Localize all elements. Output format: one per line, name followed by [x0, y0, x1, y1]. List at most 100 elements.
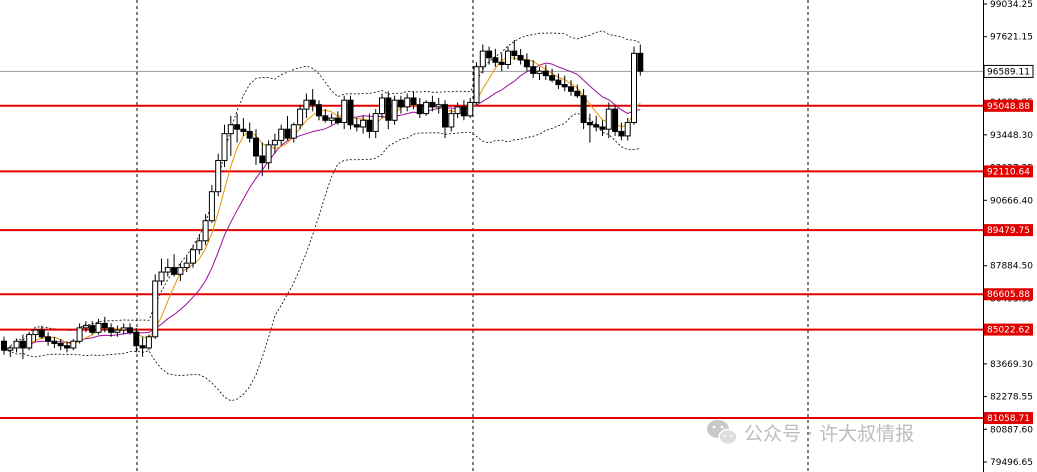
candle: [265, 140, 272, 170]
candle: [215, 153, 222, 197]
price-tick-label: 99034.25: [990, 0, 1033, 10]
candle-body-down: [322, 115, 329, 121]
candle-body-up: [70, 340, 77, 349]
candle: [108, 323, 115, 337]
candle: [32, 329, 39, 342]
candle: [284, 115, 291, 141]
candle-body-down: [133, 331, 140, 347]
candle: [183, 256, 190, 273]
candle: [246, 122, 253, 143]
candle-body-up: [624, 122, 631, 137]
candle-body-down: [366, 119, 373, 132]
candle-body-up: [467, 101, 474, 117]
candle-body-down: [555, 79, 562, 86]
candle: [505, 46, 511, 69]
candle: [322, 109, 329, 123]
candle-body-up: [215, 159, 222, 193]
candle: [366, 113, 373, 139]
price-tick-label: 97621.15: [990, 33, 1033, 43]
candle: [190, 245, 196, 268]
candle-body-down: [347, 99, 354, 126]
current-price-label: 96589.11: [987, 67, 1030, 77]
candle-body-up: [190, 249, 196, 264]
candle: [202, 214, 209, 246]
candle-body-down: [580, 95, 587, 124]
candle-body-up: [271, 139, 278, 146]
candle-body-down: [561, 84, 568, 88]
candle: [64, 341, 70, 353]
candle: [303, 93, 310, 119]
candle-body-down: [460, 106, 467, 117]
candle-body-down: [397, 99, 404, 108]
candle: [152, 274, 159, 340]
candle: [347, 95, 354, 130]
candle-body-down: [259, 155, 266, 164]
level-badge-label: 85022.62: [987, 326, 1030, 336]
candle: [89, 321, 96, 335]
level-badge-label: 89479.75: [987, 226, 1030, 236]
candle: [448, 109, 455, 132]
candle-body-up: [278, 128, 285, 141]
candle: [410, 91, 417, 110]
candle: [360, 115, 367, 134]
candle: [523, 53, 530, 72]
current-price-badge: [983, 64, 1034, 78]
candle: [334, 111, 341, 125]
candle-body-down: [57, 342, 64, 347]
candle: [51, 336, 58, 348]
candle-body-up: [303, 99, 310, 110]
level-badge: [984, 323, 1033, 336]
candle-body-down: [284, 128, 291, 139]
candle: [442, 100, 448, 139]
watermark: 公众号 · 许大叔情报: [707, 420, 914, 446]
candle-body-up: [379, 97, 385, 115]
candle: [605, 102, 612, 139]
candle-body-down: [530, 66, 537, 74]
candle-body-up: [145, 336, 152, 349]
candle: [259, 142, 266, 177]
candle-body-up: [479, 50, 486, 68]
candle-body-up: [177, 267, 184, 275]
candle-body-down: [38, 329, 45, 338]
candle: [297, 104, 304, 130]
candle: [7, 345, 14, 357]
candle: [133, 327, 140, 353]
candle: [542, 64, 549, 81]
candle-body-up: [505, 50, 511, 65]
candle-body-up: [631, 52, 637, 124]
candle-body-up: [183, 262, 190, 269]
candle: [221, 124, 228, 168]
candle-body-down: [316, 104, 322, 117]
candle: [397, 95, 404, 114]
candle-body-down: [416, 104, 423, 115]
candle: [618, 122, 625, 141]
candle: [586, 113, 593, 143]
candle-body-down: [542, 70, 549, 77]
candle: [612, 104, 619, 136]
candle-body-down: [309, 99, 316, 106]
candle-body-down: [511, 50, 518, 57]
vertical-grid: [136, 0, 809, 472]
candle-body-up: [435, 104, 442, 108]
candle-body-up: [341, 99, 348, 124]
price-tick-label: 90666.40: [990, 196, 1033, 206]
candle-body-down: [486, 50, 493, 59]
candle-body-up: [221, 133, 228, 161]
candle: [511, 39, 518, 61]
candle: [120, 323, 127, 335]
price-tick-label: 82278.55: [990, 393, 1033, 403]
candle: [145, 334, 152, 351]
candle-body-down: [568, 86, 574, 92]
candle: [164, 258, 171, 277]
candle-body-up: [208, 191, 215, 222]
level-badge: [984, 412, 1033, 425]
candle: [45, 332, 52, 346]
candle-body-down: [517, 55, 524, 61]
candle-body-up: [114, 329, 121, 333]
candle: [253, 129, 259, 165]
candle-body-down: [353, 124, 360, 128]
candle: [158, 258, 165, 286]
candle: [240, 118, 247, 136]
candle: [379, 93, 385, 119]
candle-body-down: [246, 130, 253, 139]
